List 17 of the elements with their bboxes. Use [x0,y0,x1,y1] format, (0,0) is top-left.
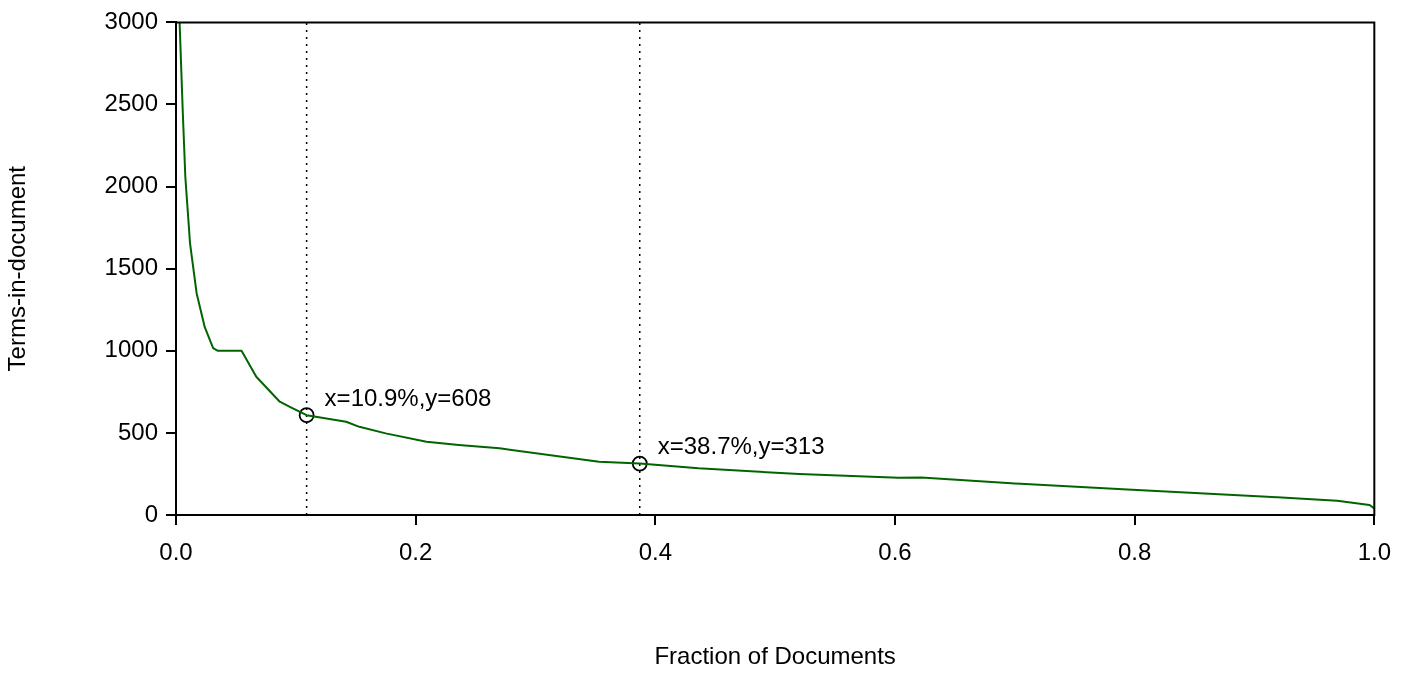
annotation: x=38.7%,y=313 [657,432,825,460]
annotation: x=10.9%,y=608 [324,383,492,411]
x-tick-label: 0.6 [878,538,912,566]
y-axis-title: Terms-in-document [3,165,31,372]
y-tick-label: 0 [144,499,158,527]
x-tick-label: 0.0 [159,538,193,566]
y-tick-label: 1000 [104,335,158,363]
x-tick-label: 0.4 [638,538,673,566]
x-tick-label: 0.2 [398,538,433,566]
y-tick-label: 3000 [104,7,158,35]
x-tick-label: 1.0 [1357,538,1392,566]
y-tick-label: 1500 [104,253,158,281]
y-tick-label: 2000 [104,171,158,199]
y-tick-label: 2500 [104,89,158,117]
x-tick-label: 0.8 [1117,538,1152,566]
x-axis-title: Fraction of Documents [654,642,896,670]
y-tick-label: 500 [117,417,158,445]
